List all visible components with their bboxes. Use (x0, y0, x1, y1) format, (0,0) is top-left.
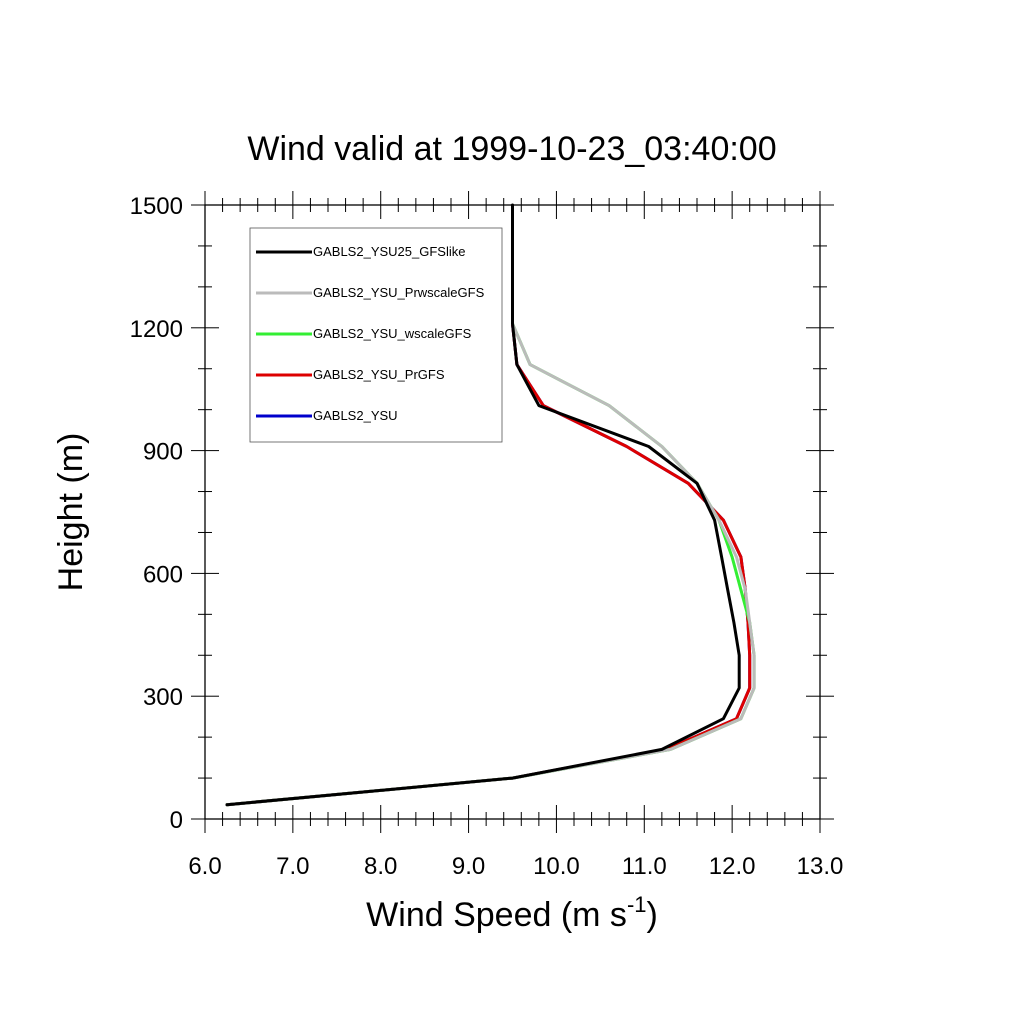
series-line-gabls2-ysu-prgfs (225, 285, 752, 807)
series-layer (225, 203, 756, 807)
x-tick-label: 10.0 (533, 853, 580, 880)
chart-title: Wind valid at 1999-10-23_03:40:00 (247, 130, 776, 168)
legend-entry-label: GABLS2_YSU25_GFSlike (313, 244, 465, 259)
plot-frame (204, 204, 821, 820)
legend-entry-label: GABLS2_YSU (313, 408, 398, 423)
x-tick-label: 11.0 (622, 853, 667, 880)
legend-entry-label: GABLS2_YSU_PrGFS (313, 367, 445, 382)
legend-entry-label: GABLS2_YSU_PrwscaleGFS (313, 285, 485, 300)
y-tick-label: 0 (170, 807, 183, 834)
x-tick-labels: 6.0 7.0 8.0 9.0 10.0 11.0 12.0 13.0 (188, 853, 843, 880)
x-axis-label-suffix: ) (647, 896, 658, 934)
x-tick-label: 13.0 (797, 853, 844, 880)
x-tick-label: 7.0 (276, 853, 309, 880)
series-line-gabls2-ysu-prwscalegfs (225, 285, 756, 807)
x-axis-label-main: Wind Speed (m s (366, 896, 627, 934)
x-tick-label: 6.0 (188, 853, 221, 880)
series-line-gabls2-ysu25-gfslike (225, 203, 741, 807)
y-tick-label: 1500 (130, 193, 183, 220)
y-axis-label: Height (m) (52, 433, 90, 592)
x-tick-label: 8.0 (364, 853, 397, 880)
y-tick-labels: 0 300 600 900 1200 1500 (130, 193, 183, 834)
x-tick-label: 12.0 (709, 853, 756, 880)
y-tick-label: 900 (143, 439, 183, 466)
x-axis-label: Wind Speed (m s-1) (366, 892, 658, 934)
y-tick-label: 600 (143, 561, 183, 588)
ticks-layer (191, 191, 834, 833)
x-tick-label: 9.0 (452, 853, 485, 880)
x-axis-label-superscript: -1 (627, 892, 647, 917)
legend: GABLS2_YSU25_GFSlike GABLS2_YSU_PrwscaleG… (249, 227, 503, 443)
y-tick-label: 1200 (130, 316, 183, 343)
legend-entry-label: GABLS2_YSU_wscaleGFS (313, 326, 472, 341)
y-tick-label: 300 (143, 684, 183, 711)
